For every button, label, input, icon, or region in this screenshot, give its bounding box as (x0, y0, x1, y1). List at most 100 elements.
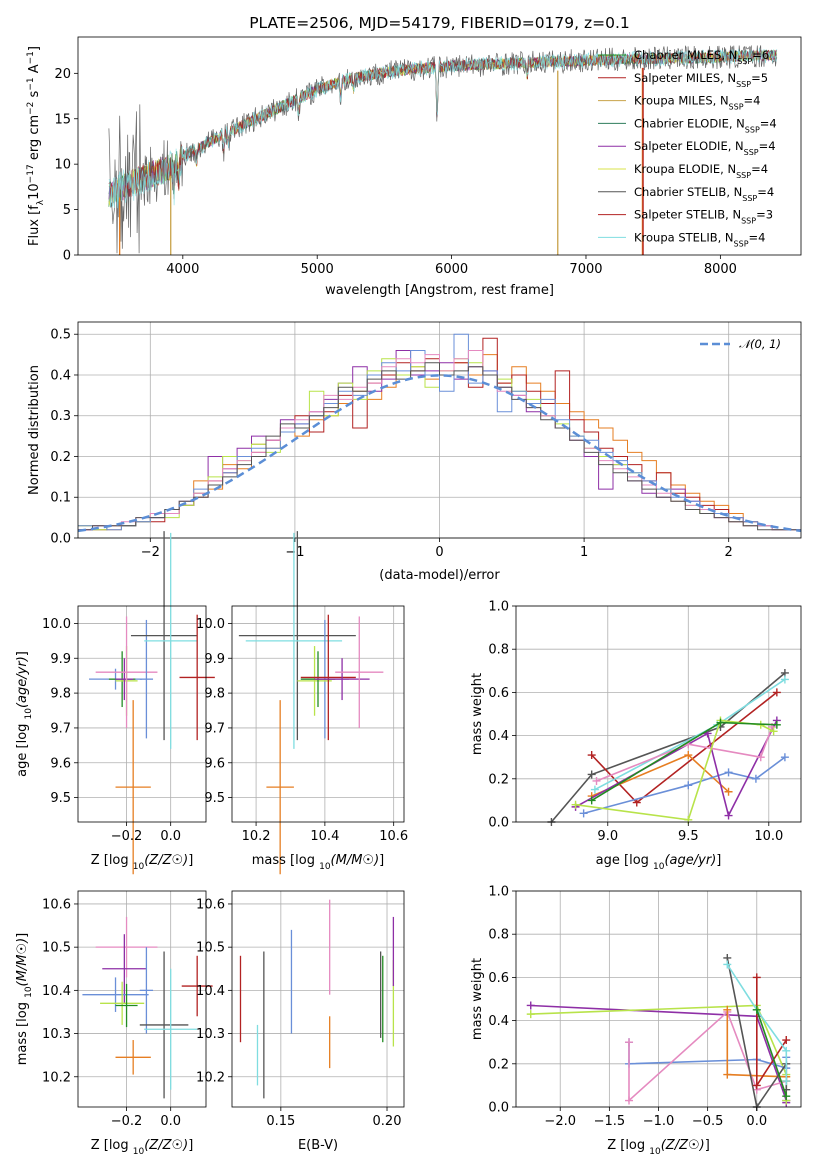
weight-marker (752, 1005, 761, 1014)
weight-marker (756, 753, 765, 762)
x-tick-label: 0.0 (160, 1114, 181, 1129)
y-tick-label: 10.0 (196, 617, 225, 632)
spectrum-frame (77, 36, 802, 256)
weight-marker (723, 1005, 732, 1014)
y-tick-label: 5 (63, 203, 71, 218)
spectrum-ticks: 4000 5000 6000 7000 8000 0 5 10 15 20 (54, 67, 736, 277)
y-tick-label: 9.7 (204, 721, 225, 736)
y-tick-label: 1.0 (488, 885, 509, 900)
x-tick-label: −0.2 (111, 829, 143, 844)
y-tick-label: 9.8 (204, 687, 225, 702)
x-tick-label: 0.0 (160, 829, 181, 844)
y-tick-label: 0.0 (488, 816, 509, 831)
y-tick-label: 9.6 (204, 756, 225, 771)
y-tick-label: 0.4 (488, 1014, 509, 1029)
age_vs_mass-frame (231, 605, 405, 823)
weight-marker (526, 1001, 535, 1010)
y-tick-label: 9.9 (50, 652, 71, 667)
y-tick-label: 9.6 (50, 756, 71, 771)
weight_vs_age-plot-area (547, 668, 789, 826)
weight-marker (579, 809, 588, 818)
y-tick-label: 9.5 (50, 791, 71, 806)
spectrum-legend: Chabrier MILES, NSSP=6 Salpeter MILES, NS… (598, 48, 777, 248)
weight-marker (571, 800, 580, 809)
weight-marker (716, 718, 725, 727)
y-tick-label: 10.6 (42, 897, 71, 912)
x-tick-label: 1 (580, 545, 588, 560)
y-tick-label: 9.5 (204, 791, 225, 806)
weight-marker (587, 770, 596, 779)
y-tick-label: 0.4 (488, 729, 509, 744)
x-tick-label: −0.5 (692, 1114, 724, 1129)
x-tick-label: −2 (141, 545, 160, 560)
weight-marker (782, 1092, 791, 1101)
weight-marker (772, 720, 781, 729)
y-axis-label: mass [log 10(M/M☉)] (15, 933, 34, 1066)
age_vs_mass-ticks: 10.2 10.4 10.6 9.5 9.6 9.7 9.8 9.9 10.0 (196, 617, 408, 844)
y-tick-label: 0.2 (488, 1057, 509, 1072)
y-tick-label: 9.7 (50, 721, 71, 736)
y-tick-label: 10.5 (42, 941, 71, 956)
age_vs_Z-plot-area (89, 531, 215, 875)
mass_vs_Z-axes (78, 891, 206, 1107)
x-tick-label: 7000 (569, 262, 602, 277)
x-axis-label: Z [log 10(Z/Z☉)] (607, 1138, 710, 1157)
weight-marker (782, 1046, 791, 1055)
x-tick-label: 4000 (166, 262, 199, 277)
age_vs_Z-frame (77, 605, 207, 823)
weight-marker (684, 781, 693, 790)
weight-marker (752, 973, 761, 982)
weight-marker (526, 1010, 535, 1019)
y-tick-label: 10.5 (196, 941, 225, 956)
age_vs_Z-ticks: −0.2 0.0 9.5 9.6 9.7 9.8 9.9 10.0 (42, 617, 181, 844)
y-tick-label: 10.2 (196, 1070, 225, 1085)
weight_vs_Z-plot-area (526, 953, 791, 1111)
weight-marker (751, 774, 760, 783)
weight-marker (723, 960, 732, 969)
y-axis-label: Flux [fλ10−17 erg cm−2 s−1 A−1] (26, 46, 46, 246)
y-tick-label: 0 (63, 249, 71, 264)
weight-marker (723, 1070, 732, 1079)
mass_vs_Z-plot-area (82, 916, 213, 1099)
weight_vs_age-axes (516, 605, 801, 823)
weight-line (591, 721, 777, 802)
y-tick-label: 10 (54, 158, 71, 173)
x-tick-label: 6000 (435, 262, 468, 277)
y-tick-label: 10.0 (42, 617, 71, 632)
y-tick-label: 0.0 (488, 1101, 509, 1116)
y-tick-label: 0.3 (50, 409, 71, 424)
mass_vs_Z-ticks: −0.2 0.0 10.2 10.3 10.4 10.5 10.6 (42, 897, 181, 1129)
x-tick-label: 9.5 (678, 829, 699, 844)
legend-entry: Salpeter ELODIE, NSSP=4 (634, 139, 776, 157)
legend-entry: Salpeter STELIB, NSSP=3 (634, 208, 773, 226)
x-axis-label: wavelength [Angstrom, rest frame] (325, 283, 554, 298)
residuals-plot-area (77, 333, 802, 533)
x-tick-label: 0.0 (746, 1114, 767, 1129)
x-tick-label: 10.0 (754, 829, 783, 844)
x-tick-label: 5000 (301, 262, 334, 277)
legend-entry: Kroupa ELODIE, NSSP=4 (634, 162, 768, 180)
weight_vs_age-frame (515, 605, 802, 823)
x-tick-label: −1.0 (643, 1114, 675, 1129)
weight-marker (782, 1077, 791, 1086)
x-tick-label: −0.2 (111, 1114, 143, 1129)
weight-marker (625, 1038, 634, 1047)
y-tick-label: 0.1 (50, 491, 71, 506)
y-axis-label: Normed distribution (27, 365, 42, 495)
weight-marker (590, 785, 599, 794)
mass_vs_Z-frame (77, 890, 207, 1108)
y-tick-label: 0.8 (488, 643, 509, 658)
x-tick-label: 9.0 (597, 829, 618, 844)
mass_vs_EBV-axes (232, 891, 404, 1107)
weight-line (575, 720, 778, 818)
legend-entry: Kroupa MILES, NSSP=4 (634, 94, 760, 112)
age_vs_mass-plot-area (238, 531, 384, 875)
x-tick-label: 0.20 (373, 1114, 402, 1129)
y-tick-label: 10.4 (42, 984, 71, 999)
mass_vs_EBV-ticks: 0.15 0.20 10.2 10.3 10.4 10.5 10.6 (196, 897, 401, 1129)
legend-entry: Kroupa STELIB, NSSP=4 (634, 230, 765, 248)
legend-entry: Chabrier STELIB, NSSP=4 (634, 185, 774, 203)
y-axis-label: age [log 10(age/yr)] (15, 651, 34, 777)
y-tick-label: 0.0 (50, 532, 71, 547)
